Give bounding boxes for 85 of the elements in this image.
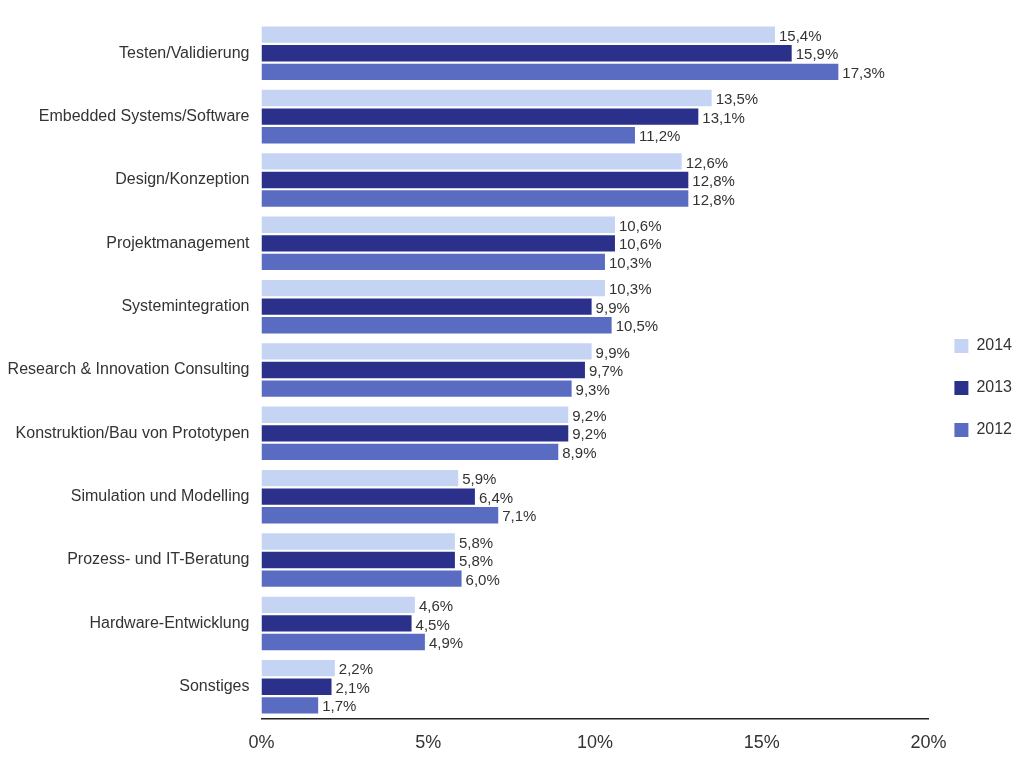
y-tick-label: Sonstiges (179, 677, 250, 695)
data-label: 4,9% (428, 634, 464, 652)
data-label: 10,3% (608, 254, 652, 272)
y-tick-label: Embedded Systems/Software (38, 107, 250, 125)
bar (261, 63, 839, 81)
data-label: 6,0% (465, 570, 500, 588)
bar (261, 108, 699, 125)
legend-label: 2014 (976, 336, 1013, 354)
bar (261, 153, 682, 170)
data-label: 6,4% (478, 488, 514, 506)
x-tick-label: 15% (743, 732, 780, 753)
bar (261, 659, 335, 677)
data-label: 4,6% (418, 596, 454, 614)
data-label: 11,2% (638, 127, 681, 145)
bar (261, 235, 615, 252)
data-label: 9,2% (572, 425, 607, 443)
data-label: 13,1% (702, 108, 745, 126)
data-label: 8,9% (562, 444, 597, 462)
bar (261, 343, 592, 360)
bar (261, 551, 455, 569)
bar (261, 89, 712, 107)
data-label: 9,9% (595, 298, 630, 316)
y-tick-label: Simulation und Modelling (70, 487, 250, 505)
y-tick-label: Konstruktion/Bau von Prototypen (15, 423, 250, 441)
data-label: 4,5% (415, 615, 450, 633)
data-label: 10,3% (608, 280, 652, 298)
bar (261, 533, 455, 550)
y-tick-label: Testen/Validierung (119, 43, 250, 61)
bar (261, 190, 689, 207)
bar (261, 317, 612, 334)
data-label: 9,3% (575, 380, 610, 398)
y-tick-label: Research & Innovation Consulting (7, 360, 250, 378)
bar (261, 298, 592, 315)
legend-label: 2012 (976, 420, 1013, 438)
y-tick-label: Design/Konzeption (115, 170, 250, 188)
x-tick-label: 5% (415, 732, 442, 753)
bar (261, 633, 425, 651)
bar (261, 678, 332, 695)
data-label: 10,5% (615, 317, 659, 335)
data-label: 12,6% (685, 153, 729, 171)
data-label: 15,9% (795, 45, 839, 63)
bar (261, 253, 605, 271)
legend-label: 2013 (976, 378, 1013, 396)
data-label: 5,8% (458, 552, 494, 570)
data-label: 9,7% (588, 362, 624, 380)
bar (261, 570, 462, 587)
bar (261, 26, 776, 43)
bar (261, 488, 475, 505)
data-label: 13,5% (715, 90, 759, 108)
bar (261, 127, 635, 144)
y-tick-label: Hardware-Entwicklung (89, 613, 250, 631)
data-label: 1,7% (322, 697, 357, 715)
bar (261, 216, 615, 233)
data-label: 10,6% (618, 235, 662, 253)
bar (261, 361, 585, 379)
data-label: 12,8% (692, 190, 735, 208)
data-label: 2,2% (338, 660, 374, 678)
y-tick-label: Prozess- und IT-Beratung (67, 550, 250, 568)
y-tick-label: Projektmanagement (106, 233, 251, 251)
x-tick-label: 10% (576, 732, 613, 753)
x-tick-label: 20% (910, 732, 947, 753)
data-label: 9,9% (595, 343, 630, 361)
bar (261, 171, 689, 189)
y-tick-label: Systemintegration (121, 297, 250, 315)
data-label: 10,6% (618, 216, 662, 234)
data-label: 5,9% (462, 470, 497, 488)
bar (261, 596, 415, 613)
bar (261, 443, 559, 461)
bar (261, 425, 569, 442)
bar (261, 697, 319, 714)
bar (261, 406, 569, 423)
data-label: 17,3% (842, 63, 885, 81)
data-label: 2,1% (335, 678, 370, 696)
data-label: 9,2% (572, 406, 607, 424)
data-label: 7,1% (502, 507, 537, 525)
data-label: 15,4% (779, 26, 822, 44)
x-tick-label: 0% (248, 732, 275, 753)
bar (261, 45, 792, 62)
bar (261, 507, 499, 524)
bar (261, 279, 605, 297)
bar (261, 615, 412, 632)
data-label: 5,8% (458, 533, 494, 551)
bar (261, 469, 459, 487)
bar (261, 380, 572, 397)
data-label: 12,8% (692, 172, 735, 190)
